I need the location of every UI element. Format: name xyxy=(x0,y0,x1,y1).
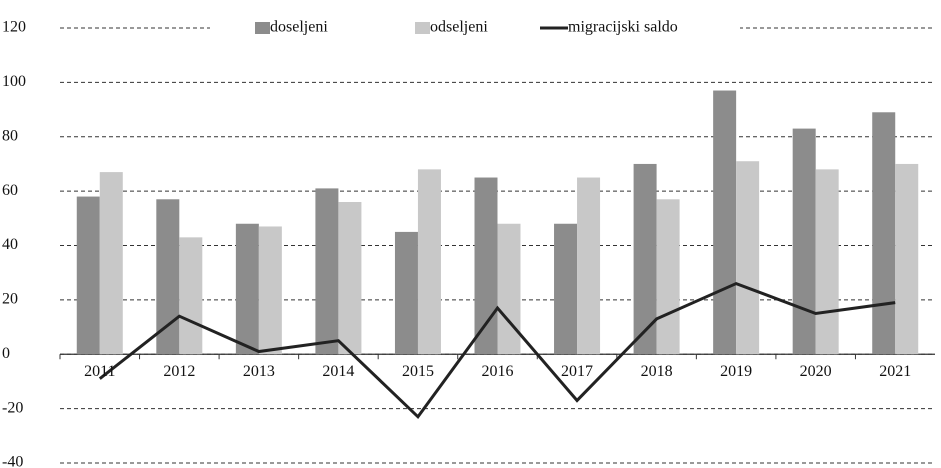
bar xyxy=(474,177,498,355)
legend-background xyxy=(210,16,740,40)
legend-swatch xyxy=(415,22,430,34)
y-tick-label: 120 xyxy=(2,19,26,36)
bar xyxy=(792,128,816,355)
bar xyxy=(895,163,919,355)
y-tick-label: 20 xyxy=(2,291,18,308)
bar xyxy=(315,188,339,355)
x-tick-label: 2019 xyxy=(720,363,752,380)
y-tick-label: 40 xyxy=(2,236,18,253)
x-tick-label: 2013 xyxy=(243,363,275,380)
y-tick-label: 80 xyxy=(2,127,18,144)
bar xyxy=(156,199,180,355)
x-tick-label: 2014 xyxy=(322,363,354,380)
x-tick-label: 2015 xyxy=(402,363,434,380)
bar xyxy=(554,223,578,355)
legend: doseljeni odseljeni migracijski saldo xyxy=(210,16,740,40)
bar xyxy=(235,223,259,355)
bar xyxy=(736,161,760,355)
legend-label: odseljeni xyxy=(430,19,488,36)
y-tick-label: -40 xyxy=(2,454,23,468)
bar xyxy=(815,169,839,355)
bar xyxy=(633,163,657,355)
bar xyxy=(179,237,203,355)
y-tick-label: 0 xyxy=(2,345,10,362)
bar xyxy=(76,196,100,355)
y-tick-label: 60 xyxy=(2,182,18,199)
x-tick-label: 2021 xyxy=(879,363,911,380)
x-tick-label: 2020 xyxy=(800,363,832,380)
x-tick-label: 2012 xyxy=(163,363,195,380)
x-tick-label: 2011 xyxy=(84,363,115,380)
legend-swatch xyxy=(255,22,270,34)
bar xyxy=(338,202,362,355)
bar xyxy=(872,112,896,355)
x-tick-label: 2016 xyxy=(482,363,514,380)
bar xyxy=(258,226,282,355)
x-tick-label: 2018 xyxy=(641,363,673,380)
line xyxy=(98,281,896,420)
bar xyxy=(577,177,601,355)
y-tick-label: 100 xyxy=(2,73,26,90)
x-tick-label: 2017 xyxy=(561,363,593,380)
bar xyxy=(99,172,123,355)
bar xyxy=(497,223,521,355)
bar xyxy=(417,169,441,355)
bar xyxy=(656,199,680,355)
bar xyxy=(713,90,737,355)
legend-label: migracijski saldo xyxy=(568,19,678,36)
bar xyxy=(394,231,418,355)
legend-label: doseljeni xyxy=(270,19,328,36)
y-tick-label: -20 xyxy=(2,399,23,416)
